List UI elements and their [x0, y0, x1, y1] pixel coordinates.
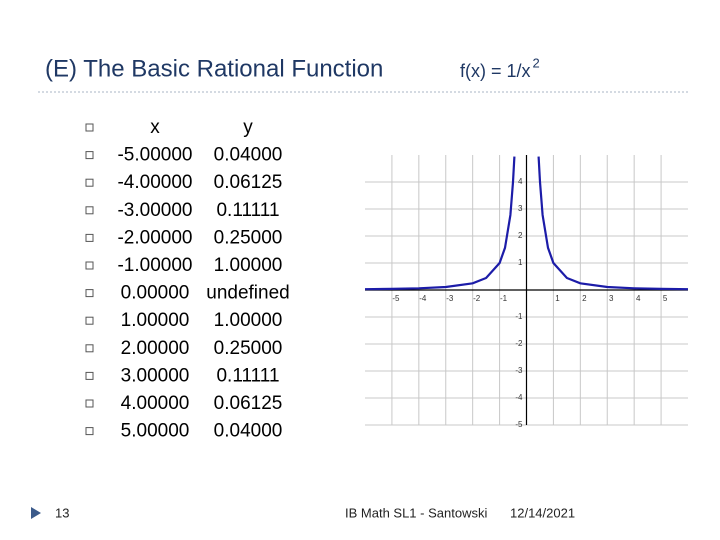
y-tick-label: 4 — [518, 177, 523, 186]
y-tick-label: -2 — [515, 339, 523, 348]
table-cell: 4.00000 — [121, 393, 190, 414]
table-cell: 1.00000 — [214, 255, 283, 276]
table-cell: 0.04000 — [214, 421, 283, 442]
y-tick-label: -5 — [515, 420, 523, 429]
curve — [364, 156, 689, 291]
bullet — [85, 178, 94, 187]
bullet — [85, 123, 94, 132]
table-cell: 1.00000 — [121, 310, 190, 331]
x-tick-label: -3 — [446, 294, 454, 303]
x-tick-label: 1 — [555, 294, 560, 303]
table-cell: -3.00000 — [117, 200, 192, 221]
bullet — [85, 344, 94, 353]
table-cell: 1.00000 — [214, 310, 283, 331]
y-tick-label: 3 — [518, 204, 523, 213]
y-tick-label: -1 — [515, 312, 523, 321]
y-tick-label: -4 — [515, 393, 523, 402]
table-cell: 0.06125 — [214, 172, 283, 193]
bullet — [85, 233, 94, 242]
table-cell: 0.00000 — [121, 283, 190, 304]
x-tick-label: -4 — [419, 294, 427, 303]
title-main: (E) The Basic Rational Function — [45, 55, 383, 82]
y-tick-label: -3 — [515, 366, 523, 375]
bullet — [85, 206, 94, 215]
table-cell: 3.00000 — [121, 365, 190, 386]
table-cell: -4.00000 — [117, 172, 192, 193]
bullet — [85, 371, 94, 380]
bullet — [85, 261, 94, 270]
x-tick-label: 5 — [663, 294, 668, 303]
table-cell: 2.00000 — [121, 338, 190, 359]
x-tick-label: 4 — [636, 294, 641, 303]
table-cell: 0.25000 — [214, 338, 283, 359]
table-cell: 0.11111 — [216, 365, 279, 386]
bullet — [85, 289, 94, 298]
table-cell: undefined — [206, 283, 289, 304]
table-cell: 0.04000 — [214, 145, 283, 166]
table-cell: 0.06125 — [214, 393, 283, 414]
table-cell: -5.00000 — [117, 145, 192, 166]
table-cell: x — [150, 117, 160, 138]
bullet — [85, 151, 94, 160]
table-cell: -1.00000 — [117, 255, 192, 276]
bullet — [85, 399, 94, 408]
table-cell: 5.00000 — [121, 421, 190, 442]
table-cell: 0.11111 — [216, 200, 279, 221]
x-tick-label: -5 — [392, 294, 400, 303]
x-tick-label: -1 — [500, 294, 508, 303]
y-tick-label: 2 — [518, 231, 523, 240]
title-formula: f(x) = 1/x — [460, 61, 531, 81]
x-tick-label: 2 — [582, 294, 587, 303]
table-cell: 0.25000 — [214, 227, 283, 248]
table-cell: y — [243, 117, 253, 138]
y-tick-label: 1 — [518, 258, 523, 267]
page-marker — [31, 507, 41, 519]
bullet — [85, 316, 94, 325]
footer-date: 12/14/2021 — [510, 505, 575, 520]
footer-course: IB Math SL1 - Santowski — [345, 505, 487, 520]
table-cell: -2.00000 — [117, 227, 192, 248]
x-tick-label: -2 — [473, 294, 481, 303]
bullet — [85, 427, 94, 436]
page-number: 13 — [55, 505, 69, 520]
title-exponent: 2 — [533, 55, 540, 70]
x-tick-label: 3 — [609, 294, 614, 303]
